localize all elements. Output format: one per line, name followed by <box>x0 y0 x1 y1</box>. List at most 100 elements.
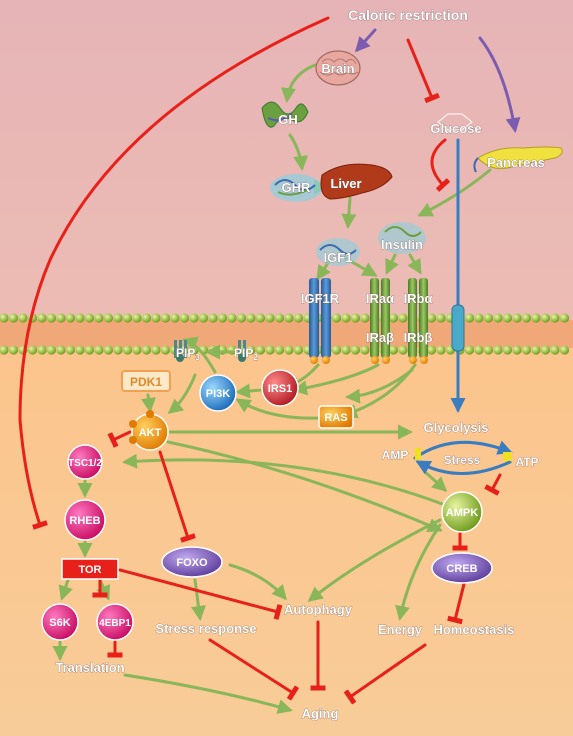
lipid-head <box>0 313 9 323</box>
lipid-head <box>8 345 19 355</box>
lipid-head <box>160 313 171 323</box>
foxo-label: FOXO <box>176 557 208 569</box>
lipid-head <box>483 313 494 323</box>
lipid-head <box>436 345 446 355</box>
lipid-head <box>84 313 95 323</box>
ampk-node <box>441 491 483 533</box>
lipid-head <box>521 345 532 355</box>
lipid-head <box>65 313 76 323</box>
lipid-head <box>151 313 161 323</box>
lipid-head <box>75 345 85 355</box>
lipid-head <box>474 345 484 355</box>
liver-icon <box>320 163 393 200</box>
igf1-protein-icon <box>316 238 360 266</box>
lipid-head <box>331 345 342 355</box>
foxo-node <box>161 546 223 578</box>
lipid-head <box>464 345 475 355</box>
lipid-head <box>65 345 76 355</box>
lipid-head <box>341 313 351 323</box>
lipid-head <box>398 313 408 323</box>
ghr-label: GHR <box>282 180 312 195</box>
lipid-head <box>37 345 47 355</box>
irs1-node <box>261 369 299 407</box>
energy-label: Energy <box>378 622 423 637</box>
pip3-lipid-icon <box>174 340 187 362</box>
lipid-head <box>8 313 19 323</box>
pi3k-node <box>199 374 237 412</box>
lipid-head <box>436 313 446 323</box>
insulin-protein-icon <box>378 222 426 254</box>
lipid-head <box>132 345 142 355</box>
lipid-head <box>113 313 123 323</box>
lipid-head <box>208 313 218 323</box>
lipid-head <box>46 313 57 323</box>
gh-protein-icon <box>261 101 309 128</box>
lipid-head <box>94 345 104 355</box>
4ebp1-node <box>96 603 134 641</box>
ampk-label: AMPK <box>446 507 478 519</box>
lipid-head <box>531 313 541 323</box>
insulin-label: Insulin <box>381 237 423 252</box>
lipid-head <box>46 345 57 355</box>
lipid-head <box>512 313 522 323</box>
pdk1-node <box>121 370 171 392</box>
igf1r-receptor <box>309 278 331 364</box>
lipid-head <box>246 313 256 323</box>
lipid-head <box>331 313 342 323</box>
s6k-node <box>41 603 79 641</box>
ras-label: RAS <box>324 412 347 424</box>
lipid-head <box>293 345 304 355</box>
rheb-node <box>64 499 106 541</box>
lipid-head <box>179 313 190 323</box>
glucose-label: Glucose <box>430 121 481 136</box>
glucose-molecule-icon <box>437 113 473 131</box>
lipid-head <box>103 313 114 323</box>
lipid-head <box>94 313 104 323</box>
lipid-head <box>37 313 47 323</box>
aging-label: Aging <box>302 706 339 721</box>
homeostasis-label: Homeostasis <box>434 622 515 637</box>
membrane-core <box>0 320 573 348</box>
akt-label: AKT <box>139 427 162 439</box>
cell-membrane <box>0 313 573 355</box>
lipid-head <box>265 313 275 323</box>
irb-alpha-label: IRbα <box>404 291 433 306</box>
brain-label: Brain <box>321 61 354 76</box>
lipid-head <box>122 313 133 323</box>
ras-node <box>318 405 354 429</box>
lipid-head <box>426 345 437 355</box>
stress-response-label: Stress response <box>155 621 256 636</box>
lipid-head <box>512 345 522 355</box>
tor-node <box>61 558 119 580</box>
stress-label: Stress <box>444 453 481 467</box>
igf1-label: IGF1 <box>324 250 353 265</box>
pip2-lipid-icon <box>238 340 246 362</box>
lipid-head <box>398 345 408 355</box>
lipid-head <box>493 345 503 355</box>
pathway-arrows <box>18 16 521 714</box>
lipid-head <box>360 313 370 323</box>
akt-node <box>129 410 169 451</box>
brain-icon <box>315 50 361 86</box>
irs1-label: IRS1 <box>268 383 292 395</box>
lipid-head <box>160 345 171 355</box>
lipid-head <box>227 313 237 323</box>
lipid-head <box>350 345 361 355</box>
lipid-head <box>103 345 114 355</box>
lipid-head <box>274 313 285 323</box>
lipid-head <box>464 313 475 323</box>
lipid-head <box>388 345 399 355</box>
lipid-head <box>255 313 266 323</box>
lipid-head <box>474 313 484 323</box>
ira-beta-label: IRaβ <box>366 330 394 345</box>
lipid-head <box>75 313 85 323</box>
ghr-protein-icon <box>270 174 322 202</box>
lipid-head <box>274 345 285 355</box>
ira-alpha-label: IRaα <box>366 291 394 306</box>
pdk1-label: PDK1 <box>130 375 162 389</box>
lipid-head <box>27 345 38 355</box>
lipid-head <box>246 345 256 355</box>
lipid-head <box>84 345 95 355</box>
pip2-label: PIP2 <box>234 346 258 362</box>
